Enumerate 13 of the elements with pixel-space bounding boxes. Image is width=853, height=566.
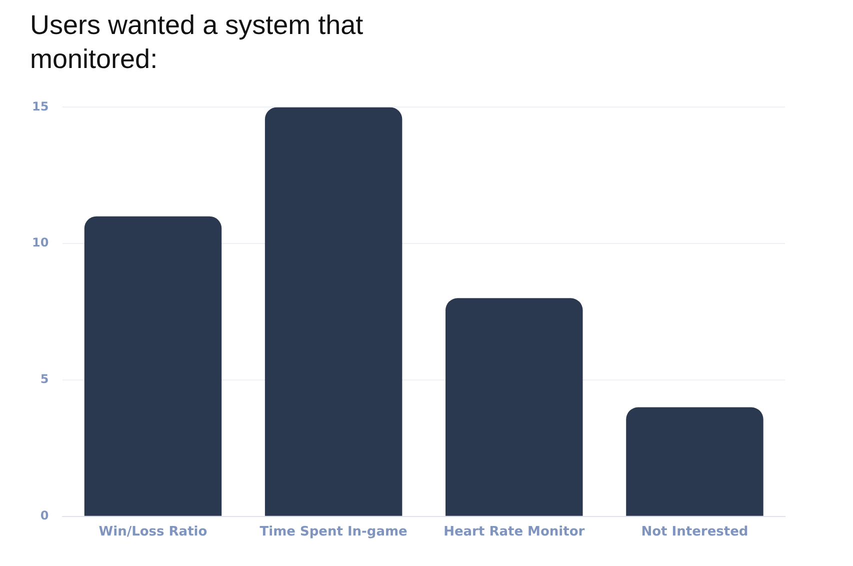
bar xyxy=(626,407,764,516)
y-tick-label: 5 xyxy=(40,372,49,386)
bar xyxy=(264,107,402,516)
y-tick-label: 0 xyxy=(40,508,49,523)
x-tick-label: Not Interested xyxy=(641,524,748,540)
y-tick-label: 10 xyxy=(32,236,49,250)
x-tick-label: Win/Loss Ratio xyxy=(98,524,208,540)
chart-title: Users wanted a system that monitored: xyxy=(30,9,364,76)
y-tick-label: 15 xyxy=(32,99,49,114)
x-tick-label: Heart Rate Monitor xyxy=(444,524,586,540)
bar xyxy=(84,216,222,516)
x-tick-label: Time Spent In-game xyxy=(260,524,408,540)
bar xyxy=(446,298,583,516)
